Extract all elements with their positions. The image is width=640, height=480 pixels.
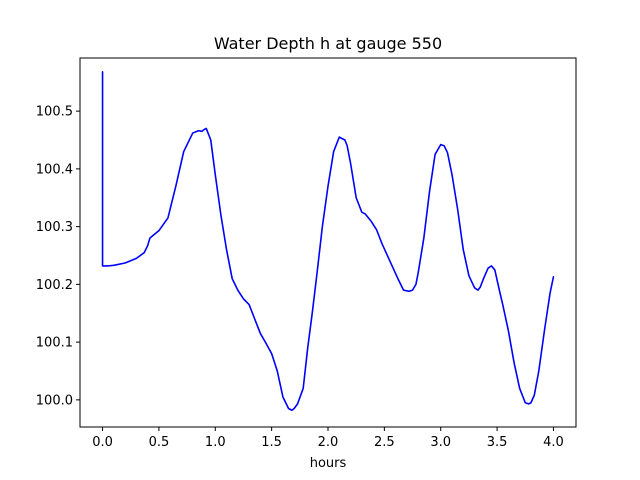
plot-area — [101, 71, 555, 412]
x-axis-ticks: 0.0 0.5 1.0 1.5 2.0 2.5 3.0 3.5 4.0 — [92, 427, 564, 450]
x-tick-label: 2.0 — [318, 435, 339, 450]
y-tick-label: 100.3 — [36, 220, 73, 235]
y-tick-label: 100.4 — [36, 162, 73, 177]
x-tick-label: 4.0 — [543, 435, 564, 450]
chart-title: Water Depth h at gauge 550 — [214, 34, 442, 53]
y-tick-label: 100.1 — [36, 336, 73, 351]
y-tick-label: 100.0 — [36, 393, 73, 408]
x-tick-label: 3.0 — [430, 435, 451, 450]
x-tick-label: 1.5 — [261, 435, 282, 450]
series-line-0 — [101, 71, 555, 412]
x-axis-label: hours — [310, 456, 347, 471]
x-tick-label: 1.0 — [205, 435, 226, 450]
x-tick-label: 0.5 — [149, 435, 170, 450]
y-tick-label: 100.2 — [36, 278, 73, 293]
y-axis-ticks: 100.0 100.1 100.2 100.3 100.4 100.5 — [36, 105, 80, 408]
x-tick-label: 0.0 — [92, 435, 113, 450]
x-tick-label: 2.5 — [374, 435, 395, 450]
y-tick-label: 100.5 — [36, 105, 73, 120]
x-tick-label: 3.5 — [487, 435, 508, 450]
